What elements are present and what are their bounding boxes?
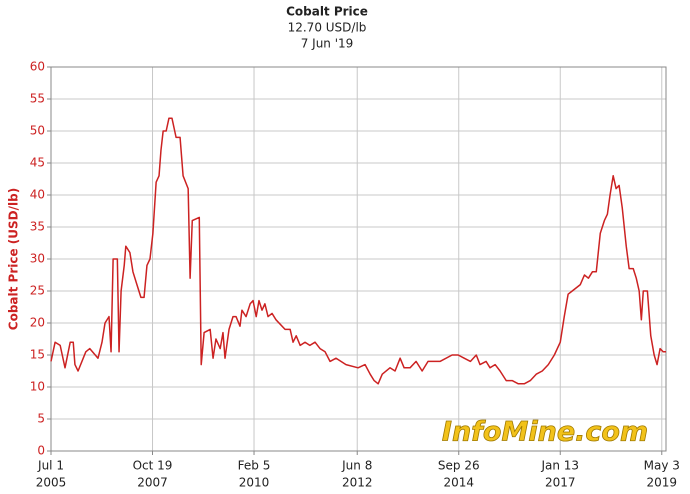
chart-date: 7 Jun '19	[301, 37, 354, 51]
y-tick-label: 20	[30, 316, 45, 330]
plot-frame	[50, 66, 667, 452]
x-tick-label: Jun 8	[341, 459, 372, 473]
y-tick-label: 45	[30, 156, 45, 170]
x-tick-year: 2005	[36, 476, 67, 490]
x-tick-year: 2010	[239, 476, 270, 490]
y-tick-label: 60	[30, 60, 45, 74]
y-tick-label: 10	[30, 380, 45, 394]
x-tick-year: 2017	[545, 476, 576, 490]
y-tick-label: 40	[30, 188, 45, 202]
y-tick-label: 30	[30, 252, 45, 266]
x-tick-year: 2014	[443, 476, 474, 490]
y-tick-label: 55	[30, 92, 45, 106]
chart-title: Cobalt Price	[286, 5, 368, 19]
x-tick-label: Oct 19	[133, 459, 173, 473]
x-tick-label: Jul 1	[37, 459, 64, 473]
x-tick-year: 2007	[137, 476, 168, 490]
x-tick-year: 2012	[342, 476, 373, 490]
x-tick-label: May 3	[644, 459, 680, 473]
chart-subtitle: 12.70 USD/lb	[288, 21, 367, 35]
y-axis-label: Cobalt Price (USD/lb)	[7, 188, 21, 330]
x-tick-label: Jan 13	[540, 459, 579, 473]
y-tick-label: 0	[37, 444, 45, 458]
x-tick-label: Sep 26	[438, 459, 480, 473]
x-tick-label: Feb 5	[238, 459, 271, 473]
watermark: InfoMine.com	[442, 417, 648, 448]
y-tick-label: 5	[37, 412, 45, 426]
x-tick-year: 2019	[646, 476, 677, 490]
price-line	[50, 117, 666, 385]
y-tick-label: 25	[30, 284, 45, 298]
y-tick-label: 50	[30, 124, 45, 138]
y-tick-label: 35	[30, 220, 45, 234]
y-tick-label: 15	[30, 348, 45, 362]
